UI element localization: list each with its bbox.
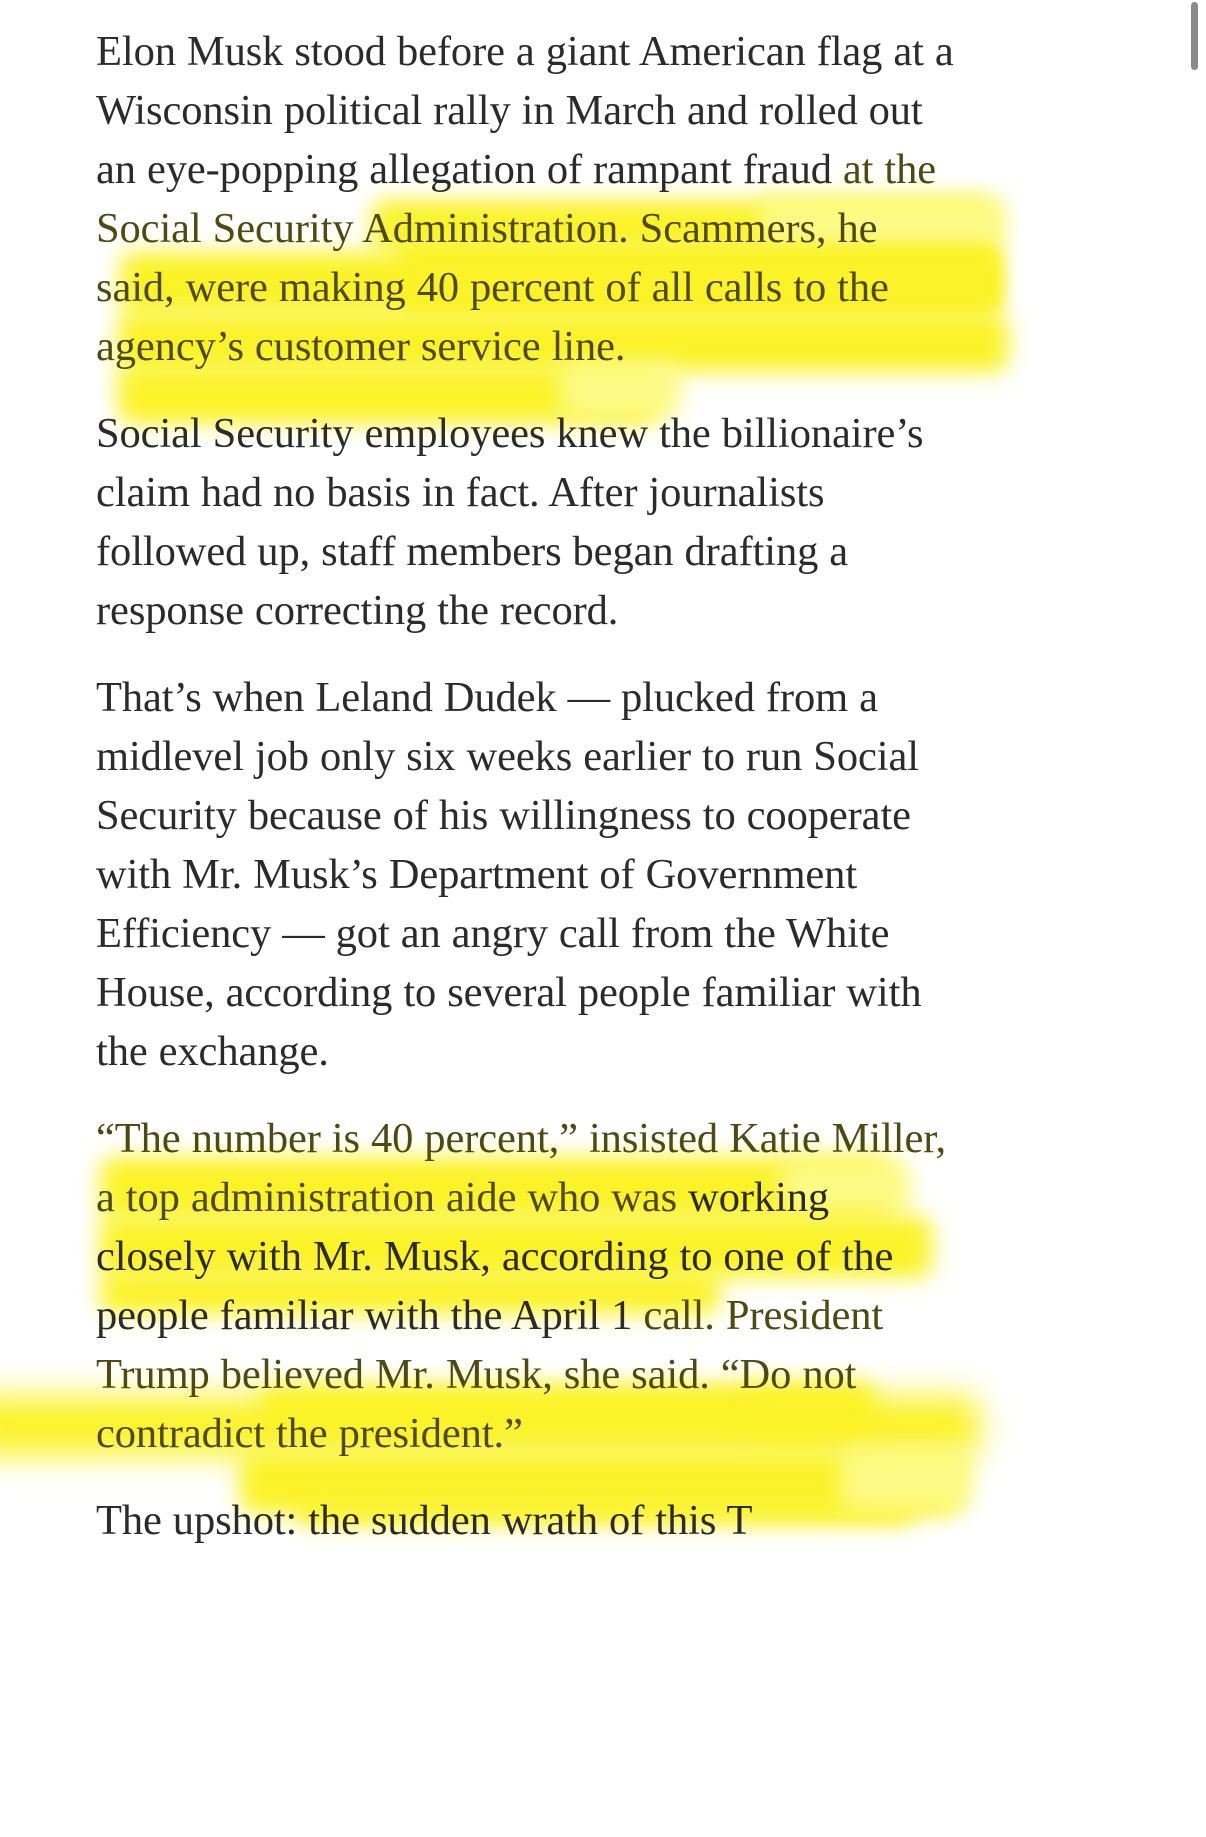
paragraph-3-segment-plain: That’s when Leland Dudek — plucked from … bbox=[96, 674, 922, 1075]
paragraph-1: Elon Musk stood before a giant American … bbox=[96, 22, 956, 376]
paragraph-5-segment-plain: The upshot: the sudden wrath of this T bbox=[96, 1497, 753, 1544]
paragraph-2: Social Security employees knew the billi… bbox=[96, 404, 956, 640]
paragraph-1-segment-plain: Elon Musk stood before a giant American … bbox=[96, 28, 954, 193]
vertical-scrollbar-thumb[interactable] bbox=[1191, 2, 1198, 70]
paragraph-5-clipped: The upshot: the sudden wrath of this T bbox=[96, 1491, 956, 1550]
paragraph-2-segment-plain: Social Security employees knew the billi… bbox=[96, 410, 924, 634]
vertical-scrollbar-track[interactable] bbox=[1184, 0, 1206, 1837]
paragraph-3: That’s when Leland Dudek — plucked from … bbox=[96, 668, 956, 1081]
paragraph-4: “The number is 40 percent,” insisted Kat… bbox=[96, 1109, 956, 1463]
article-body: Elon Musk stood before a giant American … bbox=[96, 0, 956, 1550]
